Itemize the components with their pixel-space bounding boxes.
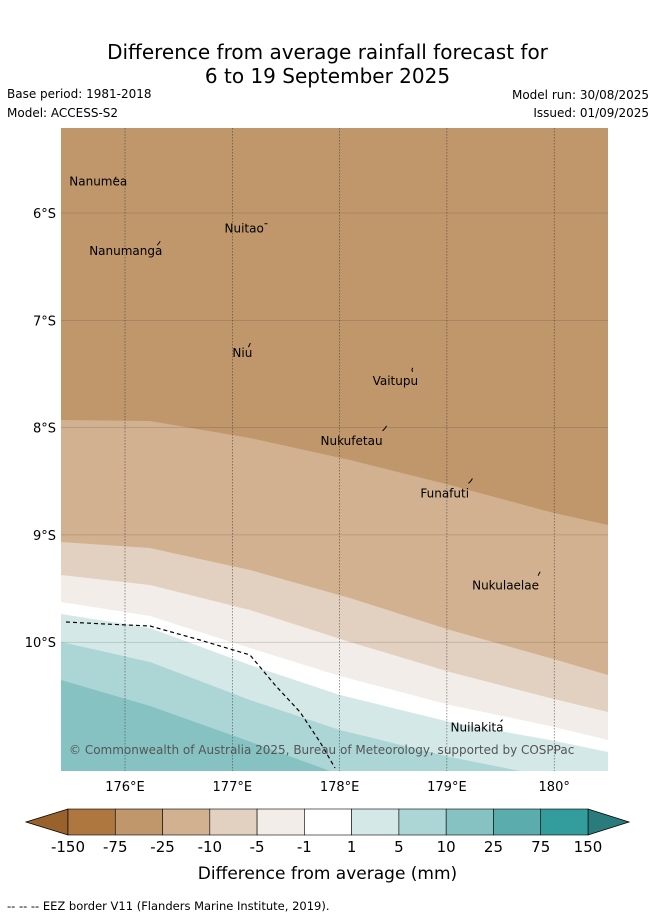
colorbar-tick-label: -75	[103, 838, 128, 856]
island-label: Nuitao	[224, 222, 263, 236]
island-label: Nukufetau	[321, 434, 383, 448]
island-outline	[537, 571, 541, 576]
colorbar-swatch	[67, 808, 116, 836]
latitude-tick-label: 8°S	[33, 422, 56, 437]
colorbar-tick-label: 5	[394, 838, 404, 856]
colorbar-swatch	[398, 808, 447, 836]
island-label: Nuilakita	[451, 721, 504, 735]
colorbar-extend-high	[587, 808, 631, 836]
island-outline	[382, 425, 387, 432]
longitude-tick-label: 176°E	[105, 780, 145, 795]
island-label: Nukulaelae	[472, 579, 539, 593]
model-run: Model run: 30/08/2025	[511, 88, 649, 102]
island-outline	[411, 367, 414, 373]
island-label: Nanumea	[69, 175, 127, 189]
issued-date: Issued: 01/09/2025	[533, 106, 649, 120]
colorbar-tick-label: -25	[150, 838, 175, 856]
island-outline	[500, 719, 503, 722]
island-label: Funafuti	[420, 486, 469, 500]
colorbar-title: Difference from average (mm)	[197, 864, 458, 884]
colorbar-swatch	[445, 808, 494, 836]
colorbar-tick-label: -150	[50, 838, 86, 856]
colorbar-tick-label: 10	[436, 838, 456, 856]
map-title: Difference from average rainfall forecas…	[0, 40, 655, 88]
colorbar-tick-label: -5	[249, 838, 265, 856]
longitude-tick-label: 178°E	[320, 780, 360, 795]
colorbar-tick-label: -1	[296, 838, 312, 856]
colorbar-swatch	[114, 808, 163, 836]
latitude-tick-label: 6°S	[33, 207, 56, 222]
colorbar-swatch	[493, 808, 542, 836]
island-label: Nanumanga	[89, 244, 162, 258]
colorbar-tick-label: 75	[531, 838, 551, 856]
colorbar-tick-label: -10	[197, 838, 223, 856]
base-period: Base period: 1981-2018	[7, 87, 152, 101]
colorbar-extend-low	[24, 808, 69, 836]
island-outline	[156, 240, 161, 246]
colorbar-swatch	[162, 808, 211, 836]
longitude-tick-label: 179°E	[427, 780, 467, 795]
island-outline	[468, 478, 473, 484]
colorbar-tick-label: 25	[483, 838, 503, 856]
longitude-tick-label: 177°E	[213, 780, 253, 795]
colorbar-tick-label: 1	[346, 838, 357, 856]
model-name: Model: ACCESS-S2	[7, 106, 119, 120]
latitude-tick-label: 7°S	[33, 314, 56, 329]
latitude-tick-label: 9°S	[33, 529, 56, 544]
island-outline	[247, 342, 251, 348]
island-label: Niu	[232, 346, 252, 360]
eez-border	[65, 621, 336, 769]
colorbar-swatch	[351, 808, 400, 836]
longitude-tick-label: 180°	[539, 780, 570, 795]
colorbar-swatch	[256, 808, 305, 836]
colorbar-swatch	[540, 808, 589, 836]
copyright-notice: © Commonwealth of Australia 2025, Bureau…	[69, 743, 574, 757]
band-plus-10	[61, 680, 330, 771]
title-line-2: 6 to 19 September 2025	[204, 64, 451, 88]
colorbar-swatch	[209, 808, 258, 836]
eez-legend-note: -- -- -- EEZ border V11 (Flanders Marine…	[7, 899, 330, 913]
island-outline	[113, 176, 117, 181]
colorbar-swatch	[304, 808, 352, 836]
colorbar-tick-label: 150	[573, 838, 603, 856]
latitude-tick-label: 10°S	[25, 636, 56, 651]
island-label: Vaitupu	[373, 374, 419, 388]
title-line-1: Difference from average rainfall forecas…	[107, 40, 548, 64]
